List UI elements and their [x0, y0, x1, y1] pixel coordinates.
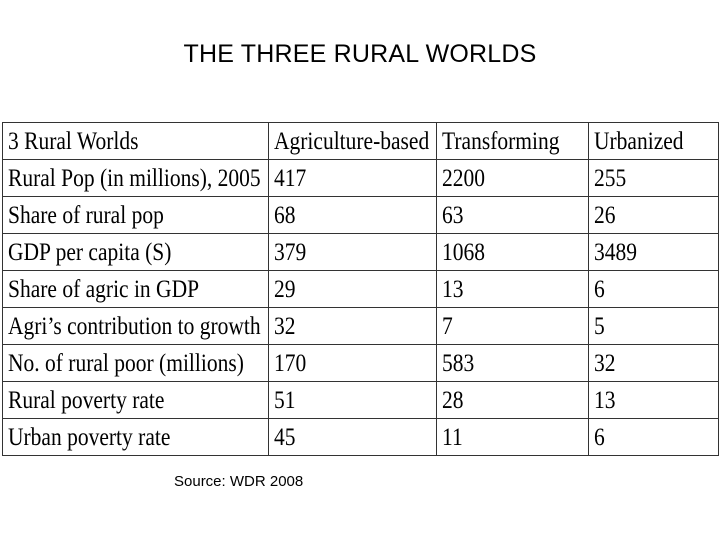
table-header-cell: Transforming: [436, 122, 589, 160]
cell-text: Rural poverty rate: [8, 386, 165, 414]
cell-text: Agri’s contribution to growth: [8, 312, 261, 340]
cell-text: Agriculture-based: [274, 127, 430, 155]
table-cell: 45: [268, 418, 437, 456]
table-body: 3 Rural Worlds Agriculture-based Transform…: [2, 122, 719, 456]
cell-text: Transforming: [442, 127, 560, 155]
cell-text: 13: [594, 386, 616, 414]
cell-text: 255: [594, 164, 627, 192]
table-header-cell: Urbanized: [588, 122, 719, 160]
table-row-label: Rural Pop (in millions), 2005: [2, 159, 269, 197]
table-cell: 26: [588, 196, 719, 234]
table-header-row: 3 Rural Worlds Agriculture-based Transform…: [2, 122, 719, 160]
cell-text: No. of rural poor (millions): [8, 349, 244, 377]
table-row-label: Urban poverty rate: [2, 418, 269, 456]
table-header-cell: 3 Rural Worlds: [2, 122, 269, 160]
cell-text: 6: [594, 423, 605, 451]
table-cell: 13: [588, 381, 719, 419]
cell-text: Urbanized: [594, 127, 684, 155]
cell-text: 583: [442, 349, 475, 377]
cell-text: 45: [274, 423, 296, 451]
table-row-label: Share of rural pop: [2, 196, 269, 234]
table-cell: 6: [588, 270, 719, 308]
table-row-label: No. of rural poor (millions): [2, 344, 269, 382]
table-cell: 32: [588, 344, 719, 382]
rural-worlds-table: 3 Rural Worlds Agriculture-based Transform…: [2, 122, 719, 456]
table-cell: 63: [436, 196, 589, 234]
table-row: GDP per capita (S) 379 1068 3489: [2, 233, 719, 271]
cell-text: 170: [274, 349, 307, 377]
table-cell: 28: [436, 381, 589, 419]
cell-text: 3489: [594, 238, 637, 266]
cell-text: 32: [594, 349, 616, 377]
cell-text: 32: [274, 312, 296, 340]
table-row-label: GDP per capita (S): [2, 233, 269, 271]
cell-text: 417: [274, 164, 307, 192]
table-row-label: Rural poverty rate: [2, 381, 269, 419]
table-row: Share of rural pop 68 63 26: [2, 196, 719, 234]
cell-text: 26: [594, 201, 616, 229]
table-cell: 13: [436, 270, 589, 308]
table-row-label: Share of agric in GDP: [2, 270, 269, 308]
table-cell: 32: [268, 307, 437, 345]
cell-text: 2200: [442, 164, 485, 192]
table-cell: 68: [268, 196, 437, 234]
cell-text: 7: [442, 312, 453, 340]
table-cell: 5: [588, 307, 719, 345]
table-row: Agri’s contribution to growth 32 7 5: [2, 307, 719, 345]
cell-text: 1068: [442, 238, 485, 266]
cell-text: Share of rural pop: [8, 201, 164, 229]
table-row: Share of agric in GDP 29 13 6: [2, 270, 719, 308]
cell-text: 29: [274, 275, 296, 303]
table-row-label: Agri’s contribution to growth: [2, 307, 269, 345]
cell-text: 63: [442, 201, 464, 229]
table-row: No. of rural poor (millions) 170 583 32: [2, 344, 719, 382]
cell-text: 68: [274, 201, 296, 229]
table-cell: 255: [588, 159, 719, 197]
table-row: Rural Pop (in millions), 2005 417 2200 255: [2, 159, 719, 197]
cell-text: 3 Rural Worlds: [8, 127, 139, 155]
cell-text: 28: [442, 386, 464, 414]
source-note: Source: WDR 2008: [174, 473, 304, 490]
cell-text: 51: [274, 386, 296, 414]
cell-text: 6: [594, 275, 605, 303]
cell-text: Share of agric in GDP: [8, 275, 200, 303]
table-cell: 170: [268, 344, 437, 382]
slide-title: THE THREE RURAL WORLDS: [183, 40, 537, 68]
table-row: Rural poverty rate 51 28 13: [2, 381, 719, 419]
table-cell: 583: [436, 344, 589, 382]
table-row: Urban poverty rate 45 11 6: [2, 418, 719, 456]
cell-text: Rural Pop (in millions), 2005: [8, 164, 261, 192]
table-cell: 379: [268, 233, 437, 271]
table-cell: 6: [588, 418, 719, 456]
cell-text: GDP per capita (S): [8, 238, 172, 266]
cell-text: 13: [442, 275, 464, 303]
table-cell: 3489: [588, 233, 719, 271]
cell-text: 379: [274, 238, 307, 266]
table-cell: 1068: [436, 233, 589, 271]
table-cell: 51: [268, 381, 437, 419]
table-cell: 11: [436, 418, 589, 456]
cell-text: 11: [442, 423, 463, 451]
table-cell: 417: [268, 159, 437, 197]
cell-text: Urban poverty rate: [8, 423, 171, 451]
table-cell: 29: [268, 270, 437, 308]
table-cell: 7: [436, 307, 589, 345]
rural-worlds-table-container: 3 Rural Worlds Agriculture-based Transform…: [2, 122, 719, 456]
cell-text: 5: [594, 312, 605, 340]
table-cell: 2200: [436, 159, 589, 197]
table-header-cell: Agriculture-based: [268, 122, 437, 160]
